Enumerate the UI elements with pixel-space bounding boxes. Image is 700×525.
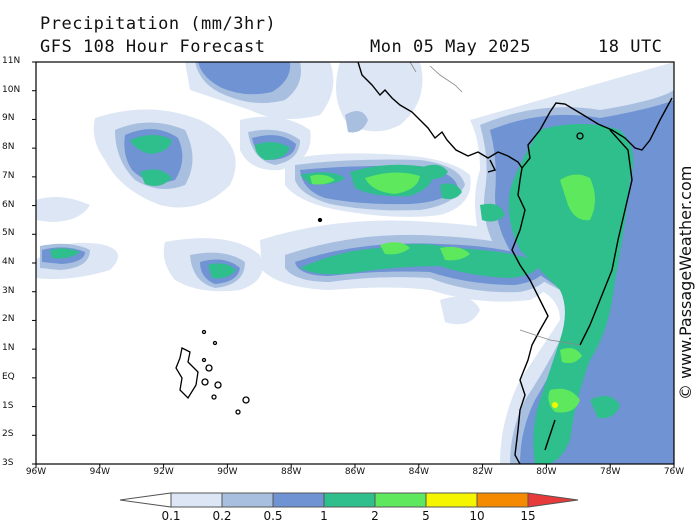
legend-label: 1 — [320, 509, 328, 523]
lat-label: 3S — [2, 458, 14, 468]
map-title: Precipitation (mm/3hr) — [40, 14, 277, 34]
legend-label: 0.1 — [161, 509, 181, 523]
legend-label: 2 — [371, 509, 379, 523]
coastline — [357, 62, 673, 464]
legend-label: 5 — [422, 509, 430, 523]
legend-label: 0.2 — [212, 509, 232, 523]
lon-label: 88W — [281, 467, 302, 477]
lon-label: 76W — [663, 467, 685, 477]
legend-swatch — [221, 492, 274, 508]
legend-label: 0.5 — [263, 509, 283, 523]
legend-swatch — [476, 492, 529, 508]
lat-label: 1N — [2, 343, 15, 354]
lon-label: 96W — [25, 467, 47, 477]
legend-label: 10 — [469, 509, 485, 523]
lon-label: 80W — [536, 467, 557, 477]
lon-label: 86W — [344, 467, 366, 477]
forecast-subtitle: GFS 108 Hour Forecast — [40, 37, 266, 57]
lon-label: 92W — [153, 467, 174, 477]
lat-label: 11N — [2, 56, 21, 66]
legend-swatch — [170, 492, 223, 508]
forecast-date: Mon 05 May 2025 — [370, 37, 532, 57]
precip-peak-spot — [552, 402, 558, 408]
forecast-time: 18 UTC — [598, 37, 663, 57]
lat-label: 6N — [2, 199, 15, 210]
lat-label: EQ — [2, 371, 15, 382]
legend-swatch — [323, 492, 376, 508]
lat-label: 9N — [2, 113, 15, 124]
lat-label: 7N — [2, 170, 15, 181]
lon-label: 84W — [408, 467, 429, 477]
lat-label: 2N — [2, 314, 15, 325]
legend-swatch — [272, 492, 325, 508]
axis-ticks — [32, 61, 675, 468]
lat-label: 3N — [2, 285, 15, 296]
lat-label: 8N — [2, 142, 15, 153]
country-borders — [409, 62, 581, 346]
lat-label: 10N — [2, 84, 21, 95]
galapagos-islands — [175, 132, 584, 415]
lon-label: 90W — [217, 467, 238, 477]
lon-label: 78W — [600, 467, 621, 477]
legend-swatch — [425, 492, 478, 508]
legend-swatch — [374, 492, 427, 508]
legend-colorbar — [119, 492, 579, 508]
lon-label: 82W — [472, 467, 493, 477]
lat-label: 5N — [2, 228, 15, 239]
precip-moderate-areas — [50, 124, 634, 464]
legend-arrow-high — [527, 492, 579, 508]
lat-label: 2S — [2, 429, 14, 440]
legend-arrow-low — [119, 492, 172, 508]
lat-label: 4N — [2, 257, 15, 267]
lon-label: 94W — [89, 467, 110, 477]
legend-label: 15 — [520, 509, 536, 523]
lat-label: 1S — [2, 400, 14, 411]
watermark: © www.PassageWeather.com — [676, 165, 695, 400]
